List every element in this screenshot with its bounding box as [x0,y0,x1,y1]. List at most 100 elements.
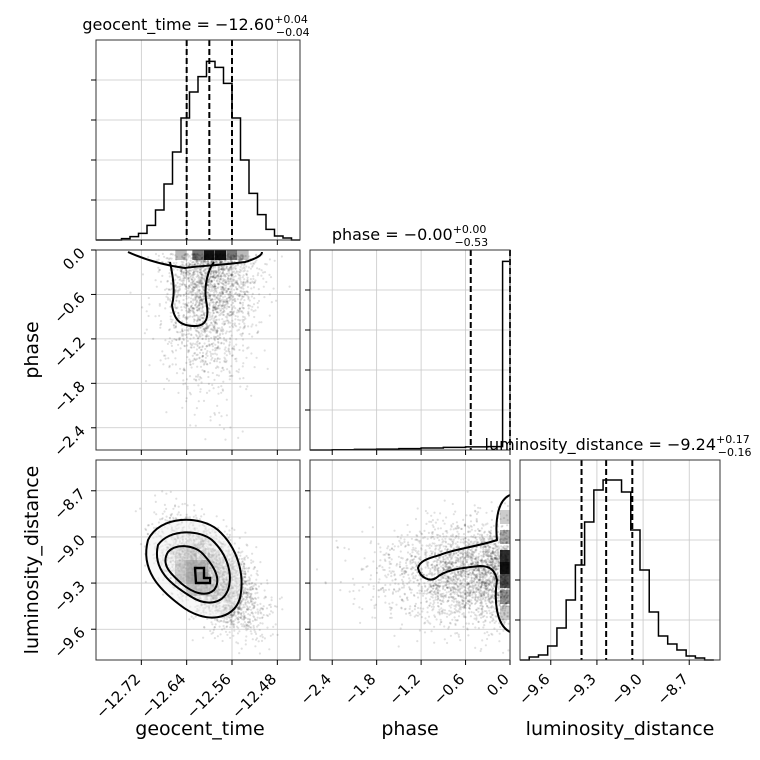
sample-point [175,286,178,289]
sample-point [232,301,235,304]
sample-point [164,357,167,360]
sample-point [221,639,224,643]
sample-point [196,365,199,368]
sample-point [167,379,170,382]
sample-point [154,315,157,318]
sample-point [194,255,197,259]
sample-point [230,260,233,263]
sample-point [174,357,177,360]
sample-point [176,513,179,516]
sample-point [186,325,189,329]
sample-point [192,271,195,274]
sample-point [242,307,245,310]
sample-point [201,253,204,256]
sample-point [197,315,200,318]
sample-point [232,267,235,270]
sample-point [229,277,232,280]
sample-point [236,329,239,332]
sample-point [266,582,269,585]
sample-point [174,306,177,309]
sample-point [188,255,191,258]
sample-point [195,299,199,302]
sample-point [181,406,184,409]
sample-point [158,304,161,307]
sample-point [190,346,193,349]
sample-point [191,315,194,318]
sample-point [207,284,210,288]
sample-point [186,269,189,273]
sample-point [163,503,166,506]
density-cell [500,530,510,544]
sample-point [183,329,186,332]
sample-point [199,375,202,379]
sample-point [230,365,233,368]
sample-point [188,391,191,394]
sample-point [206,344,209,347]
sample-point [222,329,225,332]
sample-point [236,288,239,291]
sample-point [182,314,185,317]
sample-point [232,296,235,299]
sample-point [251,305,254,308]
sample-point [207,335,210,338]
sample-point [237,616,240,619]
sample-point [192,318,196,321]
sample-point [229,636,232,640]
sample-point [175,258,178,261]
sample-point [212,270,215,273]
sample-point [191,287,194,290]
sample-point [219,332,222,335]
sample-point [179,331,182,334]
sample-point [199,296,202,299]
sample-point [234,297,237,301]
sample-point [172,324,175,327]
sample-point [249,262,252,265]
sample-point [196,337,200,340]
sample-point [187,280,191,283]
sample-point [198,285,201,288]
sample-point [216,274,219,277]
sample-point [246,544,249,547]
sample-point [183,369,187,372]
sample-point [240,287,243,290]
sample-point [246,583,249,587]
sample-point [188,375,192,378]
sample-point [220,326,224,329]
sample-point [268,613,271,616]
sample-point [250,626,253,629]
sample-point [215,257,218,261]
sample-point [162,354,166,357]
sample-point [165,295,168,298]
sample-point [232,284,235,287]
sample-point [168,516,171,519]
sample-point [139,543,143,546]
sample-point [208,280,211,284]
sample-point [147,255,150,259]
sample-point [173,304,177,307]
sample-point [177,312,180,315]
sample-point [184,252,187,256]
sample-point [217,386,220,389]
sample-point [227,282,230,286]
sample-point [165,507,168,510]
sample-point [194,352,197,355]
sample-point [172,507,175,510]
sample-point [197,297,200,300]
sample-point [152,526,156,530]
sample-point [212,269,215,272]
sample-point [252,310,255,313]
sample-point [222,296,225,299]
sample-point [206,267,209,270]
sample-point [234,279,237,282]
sample-point [208,313,211,317]
sample-point [129,291,132,294]
sample-point [212,275,215,278]
sample-point [238,547,241,550]
sample-point [246,285,249,289]
sample-point [225,257,228,260]
sample-point [246,270,249,273]
sample-point [175,338,178,341]
sample-point [239,289,242,293]
sample-point [175,274,178,277]
sample-point [199,388,202,391]
